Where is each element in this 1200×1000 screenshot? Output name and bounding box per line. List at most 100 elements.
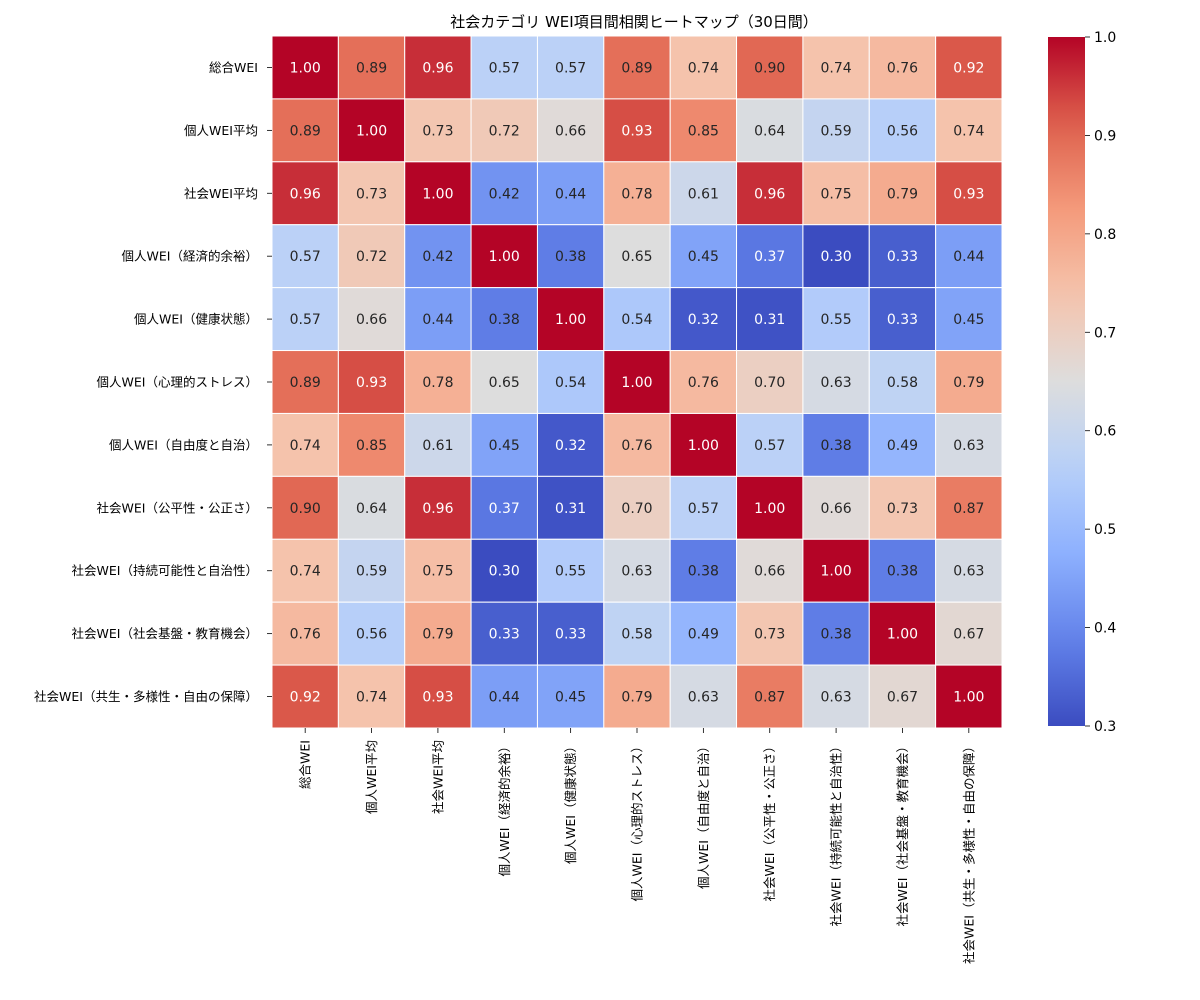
cell-value-label: 0.30 [821,249,852,265]
heatmap-cell [868,412,937,477]
heatmap-cell [603,601,671,666]
heatmap-cell [669,161,738,226]
cell-value-label: 0.74 [290,438,321,454]
cell-value-label: 0.66 [555,123,586,139]
heatmap-cell [404,35,472,100]
cell-value-label: 0.63 [621,564,652,580]
cell-value-label: 1.00 [422,186,453,202]
heatmap-cell [271,601,339,666]
heatmap-cell [802,98,870,163]
heatmap-cell [404,412,472,477]
heatmap-cell [271,161,339,226]
cell-value-label: 0.93 [422,690,453,706]
colorbar-tick-label: 0.9 [1094,128,1116,144]
heatmap-cell [603,664,671,729]
cell-value-label: 0.56 [356,627,387,643]
heatmap-cell [536,98,605,163]
heatmap-cell [536,224,605,289]
column-tick-label: 社会WEI（公平性・公正さ） [762,740,777,901]
cell-value-label: 0.72 [356,249,387,265]
cell-value-label: 0.87 [754,690,785,706]
colorbar-tick-label: 0.8 [1094,227,1116,243]
cell-value-label: 0.66 [356,312,387,328]
heatmap-cell [536,161,605,226]
cell-value-label: 0.64 [356,501,387,517]
row-tick-label: 社会WEI（持続可能性と自治性） [72,563,258,578]
cell-value-label: 0.33 [887,249,918,265]
cell-value-label: 0.74 [953,123,984,139]
heatmap-cell [868,287,937,352]
heatmap-cell [404,224,472,289]
cell-value-label: 0.38 [887,564,918,580]
heatmap-cell [802,601,870,666]
cell-value-label: 0.57 [754,438,785,454]
heatmap-cell [736,35,804,100]
cell-value-label: 0.38 [489,312,520,328]
heatmap-cell [669,475,738,540]
heatmap-cell [470,287,538,352]
row-tick-label: 総合WEI [209,60,258,75]
colorbar-tick-label: 0.7 [1094,325,1116,341]
heatmap-cell [935,475,1003,540]
cell-value-label: 0.32 [555,438,586,454]
heatmap-cell [603,35,671,100]
cell-value-label: 0.78 [621,186,652,202]
cell-value-label: 0.31 [555,501,586,517]
cell-value-label: 0.89 [290,375,321,391]
column-tick-label: 社会WEI（共生・多様性・自由の保障） [961,740,976,964]
heatmap-cell [603,98,671,163]
cell-value-label: 0.61 [688,186,719,202]
cell-value-label: 0.70 [754,375,785,391]
heatmap-cell [271,287,339,352]
cell-value-label: 0.67 [953,627,984,643]
heatmap-cell [404,161,472,226]
heatmap-cell [337,664,406,729]
cell-value-label: 0.89 [356,60,387,76]
cell-value-label: 0.59 [821,123,852,139]
heatmap-cells: 1.00 0.89 0.96 0.57 0.57 0.89 0.74 0.90 0.74 0.76… [271,35,1003,729]
cell-value-label: 0.63 [688,690,719,706]
heatmap-cell [337,287,406,352]
heatmap-cell [536,287,605,352]
heatmap-cell [536,475,605,540]
colorbar-tick-label: 0.5 [1094,522,1116,538]
heatmap-cell [404,287,472,352]
cell-value-label: 1.00 [356,123,387,139]
column-tick-label: 個人WEI平均 [364,740,379,814]
cell-value-label: 0.37 [754,249,785,265]
column-tick-label: 個人WEI（自由度と自治） [696,740,711,889]
heatmap-cell [603,475,671,540]
heatmap-cell [603,412,671,477]
cell-value-label: 0.57 [555,60,586,76]
heatmap-cell [470,475,538,540]
cell-value-label: 0.54 [621,312,652,328]
cell-value-label: 0.96 [422,501,453,517]
cell-value-label: 0.44 [422,312,453,328]
heatmap-cell [669,98,738,163]
cell-value-label: 0.64 [754,123,785,139]
cell-value-label: 0.76 [688,375,719,391]
row-tick-label: 個人WEI（心理的ストレス） [97,375,258,390]
cell-value-label: 0.58 [887,375,918,391]
heatmap-cell [736,98,804,163]
cell-value-label: 1.00 [754,501,785,517]
cell-value-label: 0.73 [887,501,918,517]
cell-value-label: 0.75 [422,564,453,580]
cell-value-label: 0.57 [290,312,321,328]
chart-title: 社会カテゴリ WEI項目間相関ヒートマップ（30日間） [450,13,818,31]
cell-value-label: 0.78 [422,375,453,391]
heatmap-cell [736,601,804,666]
cell-value-label: 0.66 [821,501,852,517]
cell-value-label: 0.58 [621,627,652,643]
heatmap-cell [868,224,937,289]
cell-value-label: 0.32 [688,312,719,328]
cell-value-label: 0.74 [356,690,387,706]
colorbar-tick-label: 1.0 [1094,30,1116,46]
heatmap-cell [935,538,1003,603]
cell-value-label: 0.33 [555,627,586,643]
heatmap-cell [935,35,1003,100]
heatmap-cell [868,35,937,100]
heatmap-cell [404,601,472,666]
cell-value-label: 0.45 [953,312,984,328]
